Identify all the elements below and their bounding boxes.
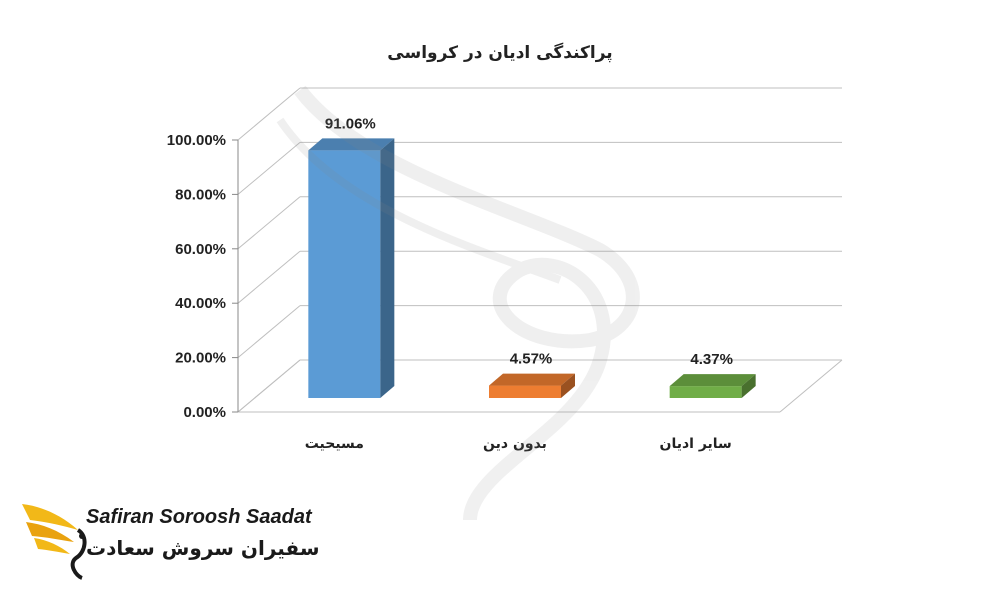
bar-front-face xyxy=(308,150,381,398)
gridline-side xyxy=(237,87,301,141)
y-tick-label: 100.00% xyxy=(167,132,226,149)
data-label: 91.06% xyxy=(325,115,376,132)
watermark-logo xyxy=(276,85,640,521)
floor-right-edge xyxy=(779,359,843,413)
bar-3 xyxy=(669,374,756,398)
bar-1 xyxy=(308,138,395,398)
bar-front-face xyxy=(669,386,742,398)
y-tick-label: 40.00% xyxy=(175,295,226,312)
bar-side-face xyxy=(380,138,395,398)
brand-name-en: Safiran Soroosh Saadat xyxy=(86,506,312,528)
y-axis-ticks: 0.00% 20.00% 40.00% 60.00% 80.00% 100.00% xyxy=(167,132,226,421)
eagle-logo-icon xyxy=(22,504,87,580)
gridline-side xyxy=(237,196,301,250)
bar-top-face xyxy=(308,138,395,151)
y-tick-label: 60.00% xyxy=(175,241,226,258)
gridline-side xyxy=(237,359,301,413)
gridline-side xyxy=(237,250,301,304)
gridline-side xyxy=(237,305,301,358)
brand-name-fa: سفیران سروش سعادت xyxy=(86,536,320,560)
brand-logo: Safiran Soroosh Saadat سفیران سروش سعادت xyxy=(20,492,320,587)
y-tick-label: 20.00% xyxy=(175,350,226,367)
chart-title: پراکندگی ادیان در کرواسی xyxy=(387,42,612,63)
y-tick-label: 80.00% xyxy=(175,186,226,203)
bar-front-face xyxy=(489,385,561,398)
bars xyxy=(308,138,756,398)
bar-2 xyxy=(489,373,575,398)
x-category-label: مسیحیت xyxy=(305,436,364,452)
gridline-side xyxy=(237,142,301,195)
y-tick-label: 0.00% xyxy=(183,404,226,421)
bar-side-face xyxy=(741,374,756,398)
bar-top-face xyxy=(489,373,575,386)
bar-top-face xyxy=(669,374,756,387)
x-category-label: سایر ادیان xyxy=(660,436,732,452)
data-labels: 91.06% 4.57% 4.37% xyxy=(325,115,733,368)
data-label: 4.57% xyxy=(510,351,553,368)
x-category-label: بدون دین xyxy=(483,436,547,452)
data-label: 4.37% xyxy=(690,351,733,368)
bar-side-face xyxy=(561,373,575,398)
x-axis-categories: مسیحیت بدون دین سایر ادیان xyxy=(305,436,732,452)
